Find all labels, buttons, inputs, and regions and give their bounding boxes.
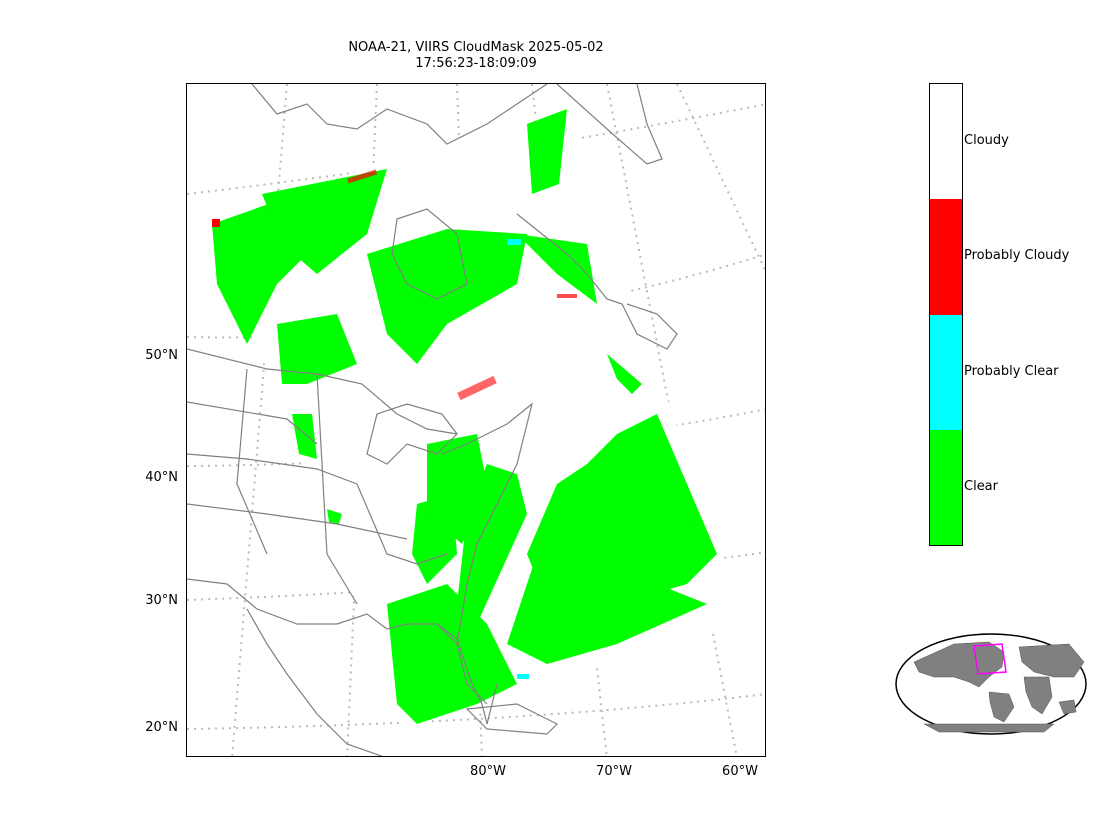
coastline-hudson-bay xyxy=(391,208,468,300)
probably-clear-speck xyxy=(517,674,529,679)
graticule-lon-100 xyxy=(231,84,288,756)
inset-land-eurasia xyxy=(1018,643,1085,678)
clear-region xyxy=(607,354,642,394)
clear-regions xyxy=(212,109,717,724)
legend-swatch-clear xyxy=(930,429,962,545)
clear-region xyxy=(387,584,517,724)
probably-cloudy-speck xyxy=(457,375,497,401)
inset-land-north-america xyxy=(913,641,1005,688)
graticule-lon-50 xyxy=(676,84,765,273)
legend-swatch-probably-cloudy xyxy=(930,199,962,315)
lon-label-70w: 70°W xyxy=(596,764,632,779)
cloudmask-legend xyxy=(929,83,963,546)
lon-label-80w: 80°W xyxy=(470,764,506,779)
border-states-3 xyxy=(187,503,408,540)
legend-label-probably-clear: Probably Clear xyxy=(964,364,1059,379)
clear-region xyxy=(507,554,707,664)
inset-world-map xyxy=(894,632,1088,736)
inset-land xyxy=(913,641,1085,733)
inset-land-africa xyxy=(1023,676,1053,715)
lat-label-30: 30°N xyxy=(145,593,178,608)
border-states-6 xyxy=(356,483,448,565)
probably-cloudy-speck xyxy=(212,219,220,227)
coastline-labrador xyxy=(516,213,678,350)
inset-svg xyxy=(895,633,1087,735)
speckle-regions xyxy=(212,169,577,679)
legend-swatch-probably-clear xyxy=(930,314,962,430)
title-line-2: 17:56:23-18:09:09 xyxy=(415,56,537,71)
lat-label-40: 40°N xyxy=(145,470,178,485)
clear-region xyxy=(327,509,342,524)
legend-swatch-cloudy xyxy=(930,84,962,200)
coastline-canada-north xyxy=(251,84,548,145)
inset-land-antarctica xyxy=(923,723,1055,733)
lat-label-50: 50°N xyxy=(145,348,178,363)
clear-region xyxy=(517,234,597,304)
clear-region xyxy=(277,314,357,384)
border-us-canada xyxy=(187,348,458,435)
clear-region xyxy=(292,414,317,459)
inset-land-south-america xyxy=(988,691,1015,723)
map-title: NOAA-21, VIIRS CloudMask 2025-05-02 17:5… xyxy=(186,40,766,72)
inset-region-box xyxy=(973,643,1007,675)
border-states-2 xyxy=(187,453,358,485)
title-line-1: NOAA-21, VIIRS CloudMask 2025-05-02 xyxy=(348,40,604,55)
probably-clear-speck xyxy=(507,239,521,245)
coastline-florida xyxy=(436,623,498,725)
border-states-1 xyxy=(187,401,318,445)
legend-label-probably-cloudy: Probably Cloudy xyxy=(964,248,1070,263)
coastline-gulf xyxy=(187,578,458,645)
clear-region xyxy=(527,109,567,194)
lat-label-20: 20°N xyxy=(145,720,178,735)
coastline-greenland xyxy=(556,84,663,165)
coastline-mexico xyxy=(246,608,384,756)
coastlines xyxy=(187,84,678,756)
probably-cloudy-speck xyxy=(557,294,577,298)
probably-cloudy-speck xyxy=(347,169,378,184)
border-states-5 xyxy=(316,373,358,605)
graticule-lat-50 xyxy=(187,253,765,339)
legend-label-clear: Clear xyxy=(964,479,998,494)
coastline-cuba xyxy=(465,703,559,735)
map-panel[interactable] xyxy=(186,83,766,757)
legend-label-cloudy: Cloudy xyxy=(964,133,1009,148)
map-svg xyxy=(187,84,765,756)
coastline-east-coast xyxy=(441,402,534,705)
clear-region xyxy=(367,229,527,364)
coastline-great-lakes xyxy=(366,403,458,465)
inset-land-australia xyxy=(1058,699,1077,715)
clear-region xyxy=(262,169,387,274)
lon-label-60w: 60°W xyxy=(722,764,758,779)
border-states-4 xyxy=(236,368,268,555)
